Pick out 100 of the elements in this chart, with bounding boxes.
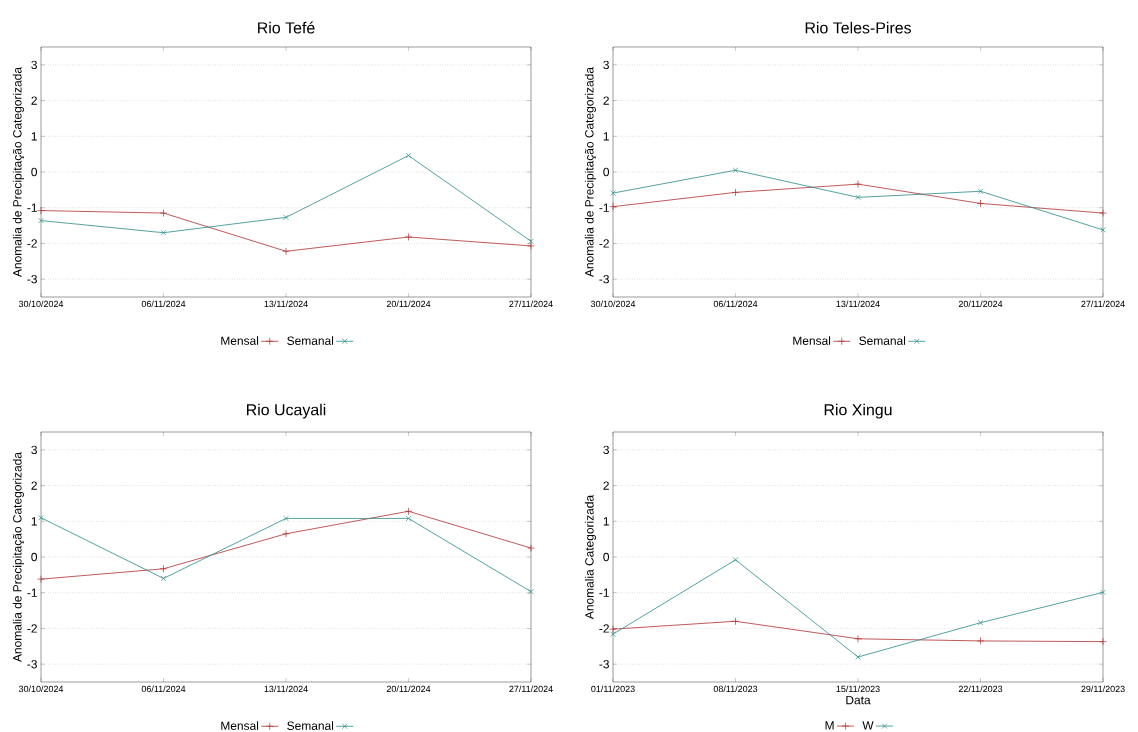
y-tick-label: 1 [31,517,37,526]
y-tick-label: -3 [27,274,37,284]
legend-label: M [825,721,834,730]
x-tick-label: 30/10/2024 [18,300,64,308]
y-tick-label: -1 [27,588,37,597]
point [527,242,535,250]
y-tick-label: 0 [603,167,610,177]
y-tick-label: -1 [27,203,37,212]
point [855,194,861,201]
point [1100,227,1106,233]
y-axis-title: Anomalia de Precipitação Categorizada [12,452,25,662]
x-axis-title: Data [846,695,871,705]
x-tick-label: 13/11/2024 [836,300,880,308]
chart-title: Rio Ucayali [247,403,326,419]
x-tick-label: 08/11/2023 [713,685,758,693]
y-tick-label: 2 [31,96,37,105]
y-tick-label: -2 [599,239,609,248]
y-tick-label: -3 [27,659,37,669]
y-tick-label: 3 [31,60,37,70]
point [404,507,413,516]
x-tick-label: 13/11/2024 [264,300,308,308]
y-tick-label: -2 [27,624,37,633]
x-tick-label: 06/11/2024 [141,300,186,308]
y-tick-label: 1 [31,132,37,141]
y-axis-title: Anomalia de Precipitação Categorizada [12,67,25,277]
y-tick-label: -2 [599,624,609,633]
point [731,617,740,626]
x-tick-label: 20/11/2024 [386,300,431,308]
point [527,544,535,552]
legend-label: Mensal [793,336,831,345]
y-axis-title: Anomalia Categorizada [584,494,597,620]
y-tick-label: -1 [599,588,609,597]
y-tick-label: 2 [603,481,609,490]
y-tick-label: 3 [603,60,609,70]
point [159,564,168,573]
point [977,619,984,626]
x-tick-label: 06/11/2024 [713,300,758,308]
point [609,625,617,633]
chart-title: Rio Tefé [258,21,315,34]
point [731,188,740,197]
x-tick-label: 27/11/2024 [509,685,553,693]
y-tick-label: 3 [31,445,37,455]
point [37,206,45,215]
point [282,247,290,256]
point [854,180,862,188]
point [38,514,44,521]
point [405,515,412,522]
legend-label: Semanal [287,721,334,730]
x-tick-label: 30/10/2024 [18,685,64,693]
point [977,188,984,195]
y-tick-label: 2 [31,481,37,490]
x-tick-label: 20/11/2024 [958,300,1003,308]
point [528,238,534,245]
y-tick-label: -3 [599,659,609,669]
x-tick-label: 13/11/2024 [264,685,308,693]
legend-label: Mensal [221,336,259,345]
x-tick-label: 15/11/2023 [836,685,880,693]
point [976,199,985,208]
y-tick-label: -3 [599,274,609,284]
y-axis-title: Anomalia de Precipitação Categorizada [584,67,597,277]
point [1099,637,1107,646]
x-tick-label: 06/11/2024 [141,685,186,693]
y-tick-label: 0 [31,167,38,177]
x-tick-label: 27/11/2024 [509,300,553,308]
point [732,167,739,174]
point [160,575,167,582]
point [282,529,290,538]
point [283,515,289,522]
x-tick-label: 01/11/2023 [591,685,635,693]
y-tick-label: -2 [27,239,37,248]
x-tick-label: 20/11/2024 [386,685,431,693]
y-tick-label: 0 [31,552,38,562]
point [37,575,45,583]
y-tick-label: 2 [603,96,609,105]
point [976,637,985,645]
point [610,631,616,637]
y-tick-label: 0 [603,552,610,562]
y-tick-label: -1 [599,203,609,212]
point [854,634,862,643]
legend-label: W [862,721,874,730]
x-tick-label: 27/11/2024 [1081,300,1125,308]
y-tick-label: 3 [603,445,609,455]
x-tick-label: 30/10/2024 [590,300,636,308]
point [38,217,44,224]
point [732,557,739,563]
point [1100,589,1106,596]
legend-label: Semanal [287,336,334,345]
point [159,209,168,217]
y-tick-label: 1 [603,132,609,141]
x-tick-label: 22/11/2023 [958,685,1003,693]
legend-label: Semanal [859,336,906,345]
point [610,190,616,196]
chart-title: Rio Teles-Pires [805,21,911,34]
legend-label: Mensal [221,721,259,730]
point [404,233,413,241]
point [528,588,534,595]
chart-title: Rio Xingu [824,403,892,419]
point [405,152,412,159]
point [283,214,289,221]
point [1099,209,1107,217]
